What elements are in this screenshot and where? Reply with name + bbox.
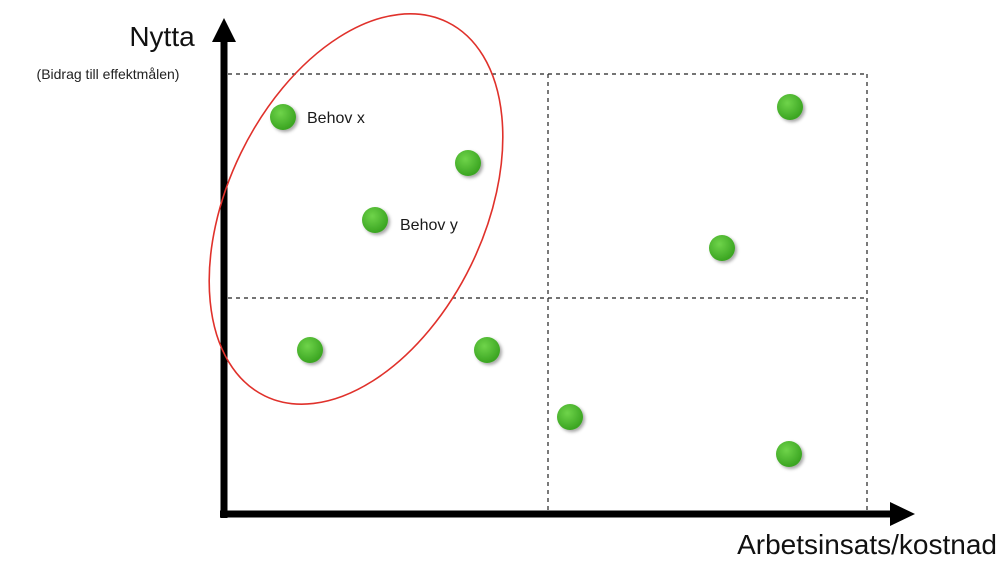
y-axis-subtitle: (Bidrag till effektmålen) bbox=[37, 66, 180, 82]
point-7 bbox=[474, 337, 500, 363]
y-axis-title: Nytta bbox=[129, 21, 195, 52]
axes bbox=[212, 18, 915, 526]
quadrant-grid bbox=[228, 73, 868, 514]
y-axis-arrow-icon bbox=[212, 18, 236, 42]
x-axis-title: Arbetsinsats/kostnad bbox=[737, 529, 997, 560]
point-6 bbox=[297, 337, 323, 363]
x-axis-arrow-icon bbox=[890, 502, 915, 526]
point-2 bbox=[455, 150, 481, 176]
point-4 bbox=[777, 94, 803, 120]
point-9 bbox=[776, 441, 802, 467]
point-layer bbox=[270, 94, 803, 467]
highlight-ellipse bbox=[208, 13, 504, 405]
point-label-behov-x: Behov x bbox=[307, 110, 365, 127]
point-behov-y bbox=[362, 207, 388, 233]
point-8 bbox=[557, 404, 583, 430]
point-behov-x bbox=[270, 104, 296, 130]
point-label-behov-y: Behov y bbox=[400, 217, 458, 234]
point-5 bbox=[709, 235, 735, 261]
